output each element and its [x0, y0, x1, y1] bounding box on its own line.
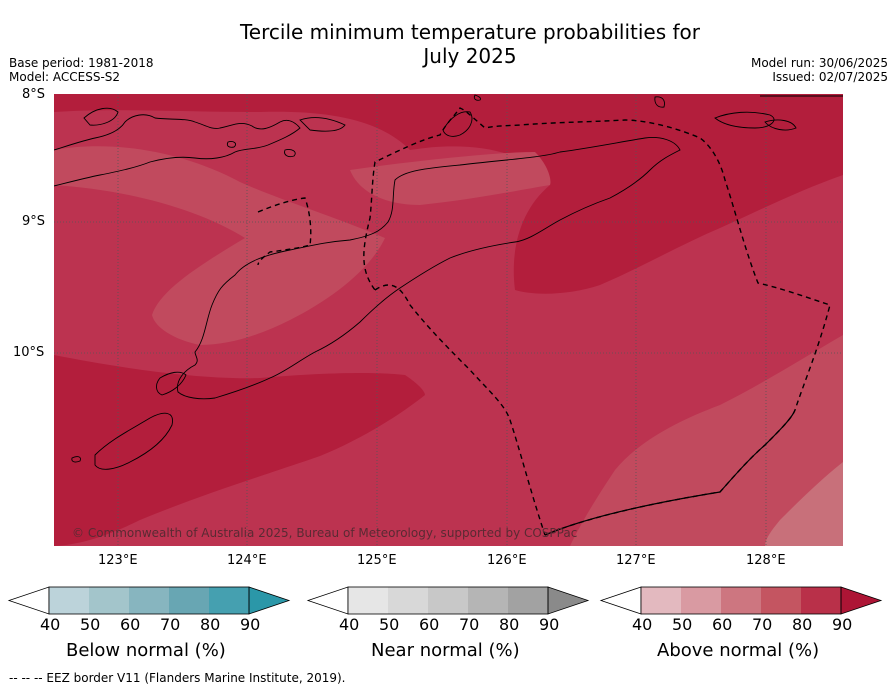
colorbar-tick-label: 70 — [160, 615, 181, 634]
zone-80-90-south — [54, 355, 425, 546]
zone-60-70-west — [54, 146, 385, 345]
colorbar-segment — [801, 587, 841, 614]
model-name: Model: ACCESS-S2 — [9, 70, 121, 84]
colorbar-extend-high — [547, 586, 590, 615]
colorbar-segment — [761, 587, 801, 614]
colorbar-tick-label: 90 — [240, 615, 261, 634]
colorbar-tick-label: 80 — [792, 615, 813, 634]
colorbar-tick-label: 70 — [459, 615, 480, 634]
colorbar-segment — [388, 587, 428, 614]
zone-60-70-southeast — [570, 335, 843, 546]
timor-coast — [177, 137, 681, 400]
colorbar-extend-low — [599, 586, 642, 615]
colorbar-segment — [49, 587, 89, 614]
colorbar-tick-label: 90 — [539, 615, 560, 634]
lon-label-127e: 127°E — [616, 553, 656, 568]
colorbar-frame — [347, 586, 549, 615]
colorbar-title-below: Below normal (%) — [66, 640, 226, 661]
colorbar-tick-label: 80 — [499, 615, 520, 634]
colorbar-tick-label: 90 — [832, 615, 853, 634]
base-period: Base period: 1981-2018 — [9, 56, 154, 70]
lat-label-10s: 10°S — [13, 345, 45, 360]
colorbar-tick-label: 50 — [379, 615, 400, 634]
colorbar-extend-low — [7, 586, 50, 615]
colorbar-segment — [721, 587, 761, 614]
colorbar-frame — [48, 586, 250, 615]
colorbar-segment — [348, 587, 388, 614]
rote-island — [156, 371, 187, 396]
colorbar-segment — [641, 587, 681, 614]
copyright-text: © Commonwealth of Australia 2025, Bureau… — [72, 526, 577, 540]
colorbar-tick-label: 60 — [419, 615, 440, 634]
map-title-line2: July 2025 — [423, 44, 517, 68]
colorbar-segment — [89, 587, 129, 614]
probability-field: © Commonwealth of Australia 2025, Bureau… — [54, 94, 843, 546]
colorbar-title-near: Near normal (%) — [371, 640, 520, 661]
colorbar-near-normal — [306, 586, 590, 615]
eez-footnote: -- -- -- EEZ border V11 (Flanders Marine… — [9, 671, 346, 685]
colorbar-extend-high — [840, 586, 883, 615]
colorbar-tick-label: 40 — [632, 615, 653, 634]
model-run: Model run: 30/06/2025 — [750, 56, 888, 70]
colorbar-above-normal — [599, 586, 883, 615]
map-title-line1: Tercile minimum temperature probabilitie… — [239, 20, 701, 44]
colorbar-tick-label: 70 — [752, 615, 773, 634]
colorbar-segment — [428, 587, 468, 614]
zone-60-70-central — [350, 152, 551, 205]
lon-label-126e: 126°E — [487, 553, 527, 568]
colorbar-title-above: Above normal (%) — [657, 640, 820, 661]
colorbar-tick-label: 40 — [339, 615, 360, 634]
colorbar-segment — [508, 587, 548, 614]
colorbar-tick-label: 80 — [200, 615, 221, 634]
colorbar-extend-high — [248, 586, 291, 615]
lat-label-9s: 9°S — [22, 214, 46, 229]
colorbar-tick-label: 50 — [672, 615, 693, 634]
zone-50-60-southeast — [765, 462, 843, 546]
sawu-island — [94, 412, 173, 470]
colorbar-segment — [468, 587, 508, 614]
colorbar-tick-label: 50 — [80, 615, 101, 634]
colorbar-segment — [681, 587, 721, 614]
lat-label-8s: 8°S — [22, 87, 46, 102]
lon-label-128e: 128°E — [746, 553, 786, 568]
flores-coast — [54, 114, 301, 187]
issued-date: Issued: 02/07/2025 — [772, 70, 888, 84]
coastlines — [54, 94, 843, 470]
graticule — [54, 94, 843, 546]
colorbar-tick-label: 60 — [712, 615, 733, 634]
lon-label-125e: 125°E — [357, 553, 397, 568]
eez-border — [257, 107, 831, 536]
zone-80-90-north — [54, 94, 843, 294]
colorbar-extend-low — [306, 586, 349, 615]
colorbar-segment — [129, 587, 169, 614]
colorbar-segment — [209, 587, 249, 614]
colorbar-segment — [169, 587, 209, 614]
lon-label-124e: 124°E — [227, 553, 267, 568]
wetar-island — [442, 111, 473, 137]
lon-label-123e: 123°E — [98, 553, 138, 568]
babar-island — [714, 111, 775, 129]
colorbar-tick-label: 40 — [40, 615, 61, 634]
colorbar-below-normal — [7, 586, 291, 615]
colorbar-frame — [640, 586, 842, 615]
colorbar-tick-label: 60 — [120, 615, 141, 634]
